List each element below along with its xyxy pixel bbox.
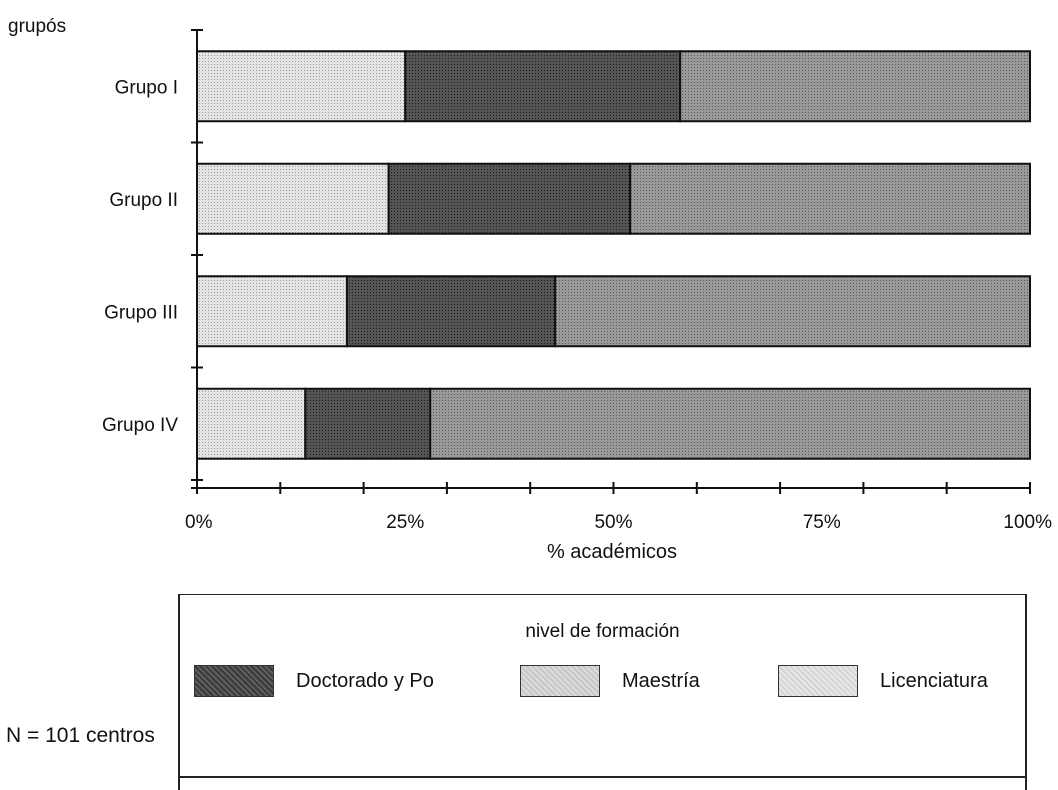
x-tick-label-2: 25%	[386, 512, 424, 533]
bar-maestr-a-4	[429, 387, 1031, 460]
bar-licenciatura-2	[196, 162, 390, 235]
y-axis-label: grupós	[8, 16, 66, 37]
y-tick-label-4: Grupo IV	[102, 415, 178, 436]
y-tick-label-1: Grupo I	[115, 77, 178, 98]
bar-licenciatura-1	[196, 50, 407, 123]
y-tick-label-3: Grupo III	[104, 302, 178, 323]
y-tick-label-2: Grupo II	[109, 190, 178, 211]
legend-label-licenciatura: Licenciatura	[880, 669, 988, 692]
legend-label-maestria: Maestría	[622, 669, 700, 692]
legend-item-maestria: Maestría	[520, 665, 700, 697]
bar-maestr-a-2	[629, 162, 1031, 235]
x-tick-label-1: 0%	[185, 512, 213, 533]
bar-doctorado-y-po-2	[387, 162, 632, 235]
legend-swatch-maestria	[520, 665, 600, 697]
bar-doctorado-y-po-4	[304, 387, 432, 460]
x-axis-label: % académicos	[547, 541, 677, 563]
legend-item-licenciatura: Licenciatura	[778, 665, 988, 697]
legend-swatch-doctorado	[194, 665, 274, 697]
bar-maestr-a-1	[679, 50, 1031, 123]
x-tick-label-5: 100%	[1003, 512, 1052, 533]
bar-maestr-a-3	[554, 275, 1031, 348]
legend-bottom-border	[178, 776, 1027, 778]
legend-swatch-licenciatura	[778, 665, 858, 697]
sample-size-note: N = 101 centros	[6, 724, 157, 748]
bar-licenciatura-4	[196, 387, 307, 460]
bar-doctorado-y-po-1	[404, 50, 682, 123]
stacked-bar-chart: Grupo I Grupo II Grupo III Grupo IV 0% 25% 50%…	[8, 16, 1052, 563]
bar-licenciatura-3	[196, 275, 348, 348]
x-tick-label-3: 50%	[594, 512, 632, 533]
legend: nivel de formación Doctorado y Po Maestr…	[178, 594, 1027, 790]
legend-title: nivel de formación	[525, 621, 680, 642]
legend-item-doctorado: Doctorado y Po	[194, 665, 434, 697]
bar-doctorado-y-po-3	[345, 275, 557, 348]
legend-label-doctorado: Doctorado y Po	[296, 669, 434, 692]
x-tick-label-4: 75%	[803, 512, 841, 533]
